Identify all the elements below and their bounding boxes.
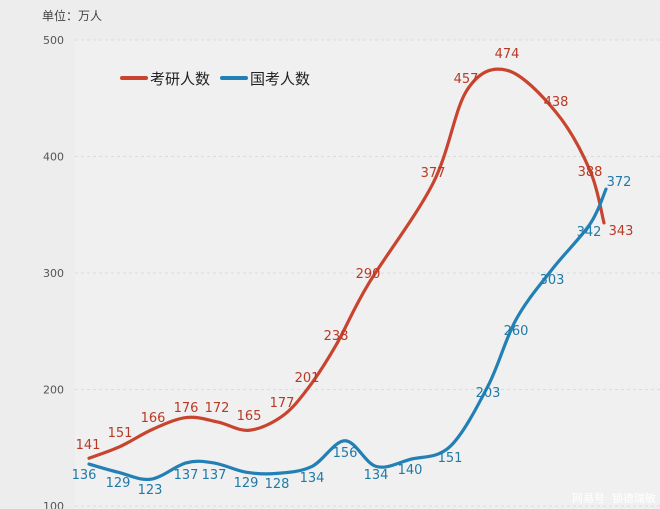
y-tick-label: 500: [43, 34, 64, 47]
watermark-source: 网易号: [572, 492, 605, 505]
data-label-series-1: 137: [174, 468, 199, 483]
y-tick-label: 400: [43, 151, 64, 164]
y-tick-label: 200: [43, 384, 64, 397]
data-label-series-1: 203: [476, 386, 501, 401]
data-label-series-0: 166: [141, 411, 166, 426]
data-label-series-1: 134: [300, 471, 325, 486]
y-tick-label: 100: [43, 500, 64, 509]
data-label-series-0: 457: [454, 72, 479, 87]
data-label-series-1: 136: [72, 468, 97, 483]
legend-label-series-0: 考研人数: [150, 70, 210, 88]
unit-label: 单位：万人: [42, 8, 102, 23]
data-label-series-1: 129: [106, 476, 131, 491]
series-line-1: [87, 187, 608, 482]
legend: 考研人数 国考人数: [120, 70, 310, 88]
data-label-series-0: 165: [237, 409, 262, 424]
data-label-series-0: 343: [609, 224, 634, 239]
data-label-series-0: 388: [578, 165, 603, 180]
data-label-series-1: 372: [607, 175, 632, 190]
watermark-author: 锁德瑞敏: [612, 491, 656, 505]
watermark: 网易号 锁德瑞敏: [572, 491, 656, 505]
data-label-series-0: 151: [108, 426, 133, 441]
data-label-series-1: 128: [265, 477, 290, 492]
data-label-series-1: 260: [504, 324, 529, 339]
data-label-series-0: 172: [205, 401, 230, 416]
data-label-series-1: 129: [234, 476, 259, 491]
data-label-series-0: 438: [544, 95, 569, 110]
data-label-series-0: 474: [495, 47, 520, 62]
data-label-series-1: 134: [364, 468, 389, 483]
y-axis: 100 200 300 400 500: [43, 34, 64, 509]
legend-label-series-1: 国考人数: [250, 70, 310, 88]
data-label-series-1: 342: [577, 225, 602, 240]
series-lines: [87, 67, 608, 482]
data-label-series-0: 290: [356, 267, 381, 282]
data-label-series-0: 141: [76, 438, 101, 453]
data-label-series-0: 176: [174, 401, 199, 416]
data-label-series-0: 377: [421, 166, 446, 181]
data-label-series-0: 238: [324, 329, 349, 344]
data-label-series-1: 156: [333, 446, 358, 461]
data-label-series-1: 140: [398, 463, 423, 478]
data-label-series-1: 137: [202, 468, 227, 483]
data-label-series-0: 177: [270, 396, 295, 411]
y-tick-label: 300: [43, 267, 64, 280]
data-label-series-0: 201: [295, 371, 320, 386]
data-label-series-1: 151: [438, 451, 463, 466]
grid: [75, 39, 660, 507]
data-label-series-1: 303: [540, 273, 565, 288]
data-label-series-1: 123: [138, 483, 163, 498]
series-line-0: [87, 67, 606, 460]
